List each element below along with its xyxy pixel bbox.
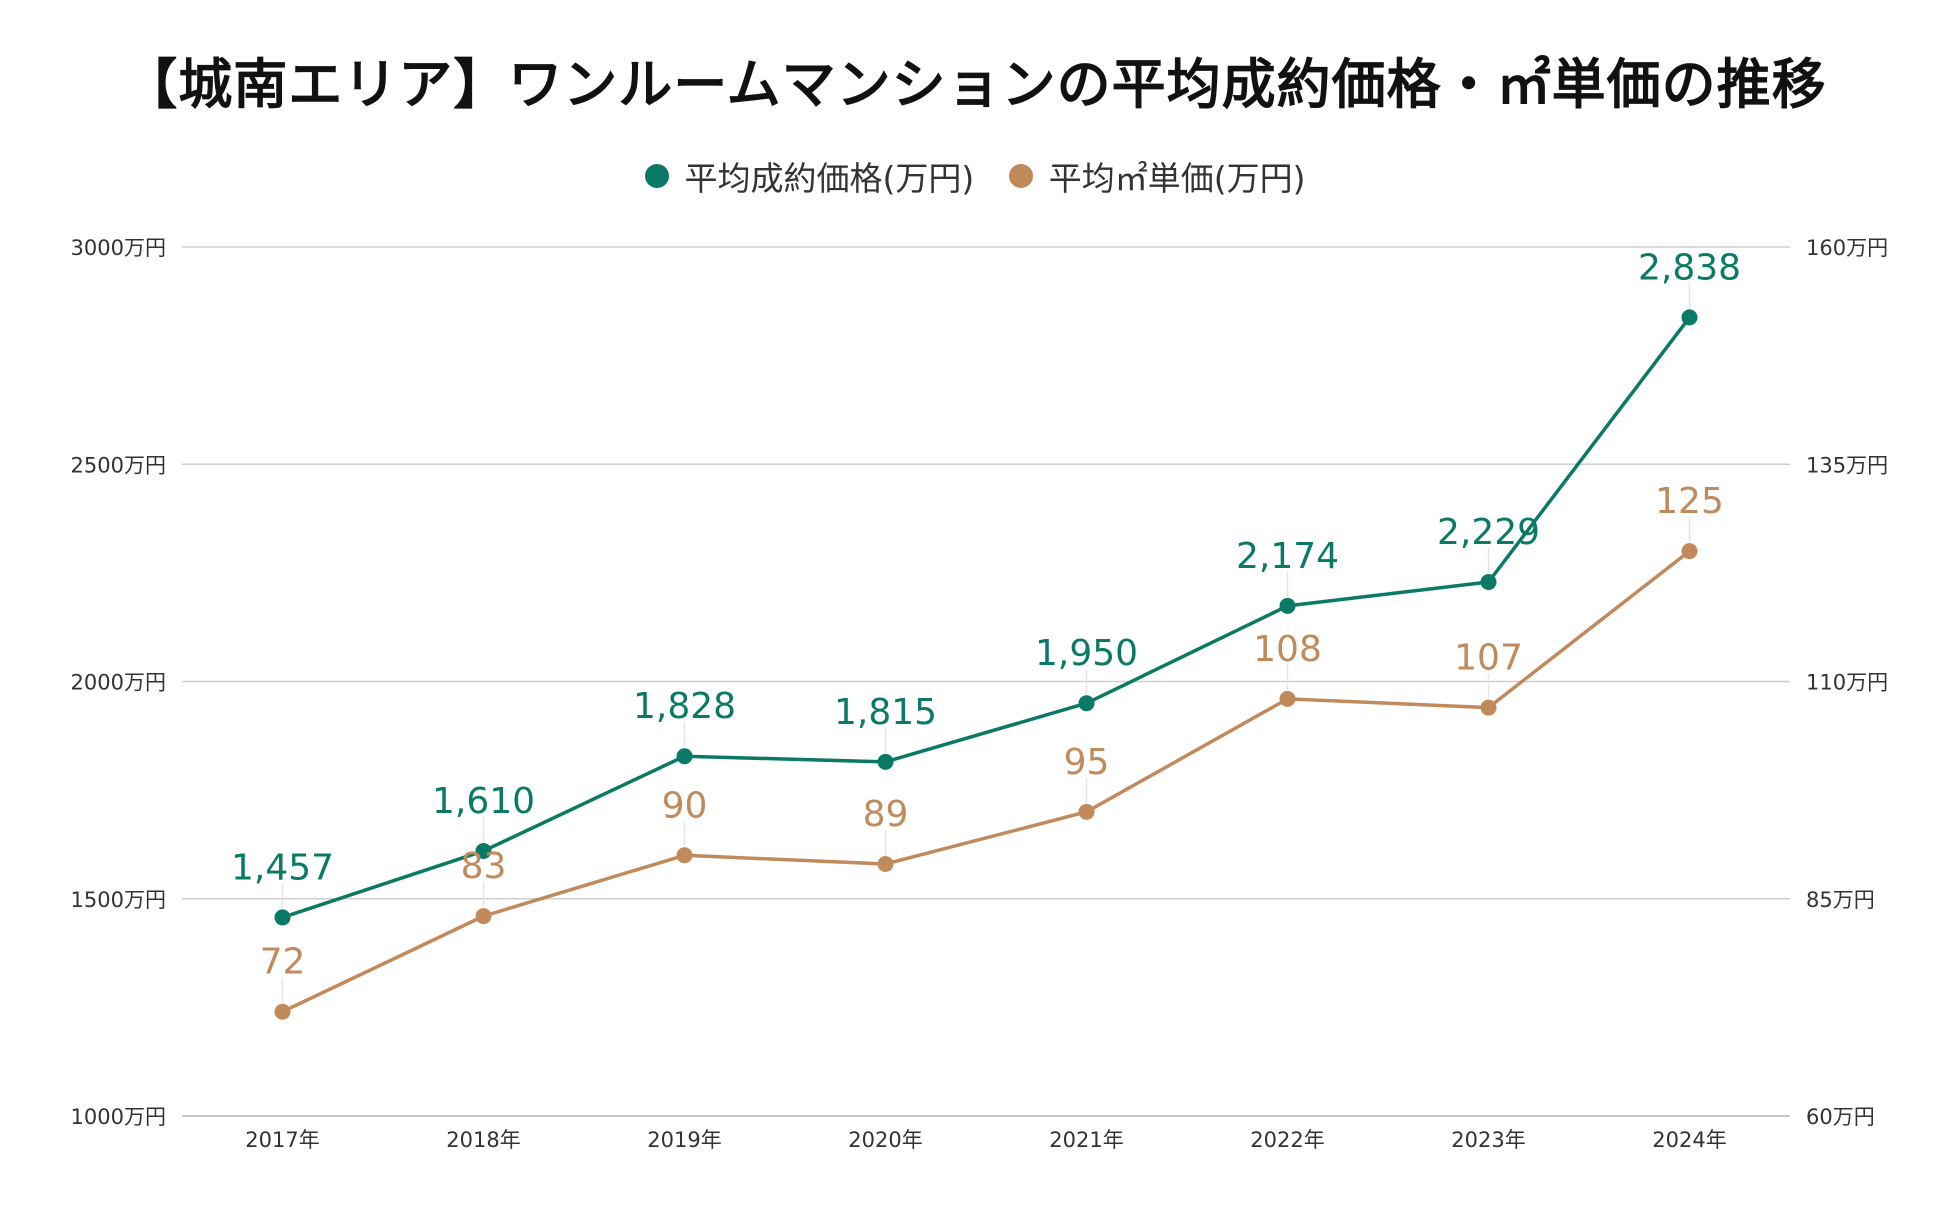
y-right-tick-label: 135万円 [1806,453,1888,477]
unit-price-data-label: 95 [1064,742,1110,783]
price-data-label: 1,457 [231,847,334,888]
y-left-tick-label: 2500万円 [71,453,166,477]
price-data-point[interactable] [274,909,291,926]
legend-label-unit-price: 平均㎡単価(万円) [1048,159,1306,198]
price-data-label: 2,229 [1437,512,1540,553]
x-tick-label: 2022年 [1250,1128,1324,1152]
price-data-point[interactable] [475,842,492,859]
y-left-tick-label: 2000万円 [71,671,166,695]
x-tick-label: 2020年 [848,1128,922,1152]
unit-price-data-point[interactable] [676,847,693,864]
price-data-label: 1,610 [432,781,535,822]
y-right-tick-label: 85万円 [1806,888,1875,912]
x-tick-label: 2018年 [446,1128,520,1152]
price-data-point[interactable] [1480,573,1497,590]
x-tick-label: 2019年 [647,1128,721,1152]
unit-price-data-point[interactable] [1279,690,1296,707]
unit-price-data-label: 83 [461,846,507,887]
unit-price-data-label: 72 [260,942,306,983]
unit-price-data-label: 125 [1655,481,1724,522]
unit-price-data-label: 108 [1253,629,1322,670]
price-data-label: 2,174 [1236,536,1339,577]
x-tick-label: 2023年 [1451,1128,1525,1152]
price-data-label: 1,828 [633,686,736,727]
legend: 平均成約価格(万円) 平均㎡単価(万円) [0,152,1950,200]
price-data-label: 1,950 [1035,633,1138,674]
legend-label-price: 平均成約価格(万円) [684,159,975,198]
y-left-tick-label: 1500万円 [71,888,166,912]
y-right-tick-label: 160万円 [1806,236,1888,260]
legend-marker-price [644,164,669,188]
price-data-label: 1,815 [834,692,937,733]
unit-price-data-label: 107 [1454,638,1523,679]
price-data-point[interactable] [1681,309,1698,326]
unit-price-data-point[interactable] [877,855,894,872]
x-tick-label: 2021年 [1049,1128,1123,1152]
legend-item-unit-price[interactable]: 平均㎡単価(万円) [1008,152,1306,200]
unit-price-data-point[interactable] [1078,803,1095,820]
unit-price-series-line [281,549,1691,1014]
chart-title: 【城南エリア】ワンルームマンションの平均成約価格・㎡単価の推移 [123,53,1827,116]
y-left-tick-label: 3000万円 [71,236,166,260]
price-series-line [281,316,1691,920]
unit-price-data-point[interactable] [274,1003,291,1020]
x-tick-label: 2024年 [1652,1128,1726,1152]
y-left-tick-label: 1000万円 [71,1105,166,1129]
y-right-tick-label: 110万円 [1806,671,1888,695]
unit-price-data-point[interactable] [1480,699,1497,716]
unit-price-data-label: 89 [863,794,909,835]
price-data-point[interactable] [676,748,693,765]
x-tick-label: 2017年 [245,1128,319,1152]
unit-price-data-point[interactable] [475,908,492,925]
price-data-point[interactable] [877,753,894,770]
y-right-tick-label: 60万円 [1806,1105,1875,1129]
unit-price-data-point[interactable] [1681,543,1698,560]
price-data-label: 2,838 [1638,247,1741,288]
price-data-point[interactable] [1078,695,1095,712]
unit-price-data-label: 90 [662,785,708,826]
price-data-point[interactable] [1279,597,1296,614]
legend-item-price[interactable]: 平均成約価格(万円) [644,152,975,200]
legend-marker-unit-price [1008,164,1033,188]
